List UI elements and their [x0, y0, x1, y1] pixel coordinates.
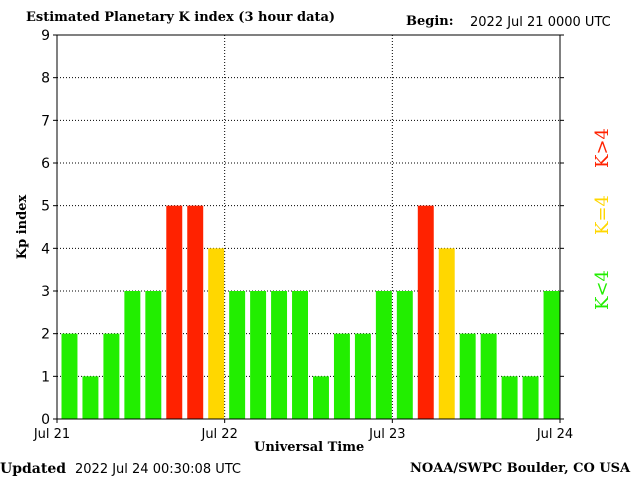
- kp-bar: [480, 333, 497, 419]
- updated-label: Updated: [0, 461, 67, 477]
- kp-bar: [187, 205, 204, 419]
- x-tick-label: Jul 22: [200, 427, 237, 442]
- credit-label: NOAA/SWPC Boulder, CO USA: [410, 461, 631, 476]
- chart-title: Estimated Planetary K index (3 hour data…: [26, 10, 336, 25]
- begin-label: Begin:: [406, 14, 454, 29]
- legend: K<4 K=4 K>4: [592, 128, 613, 310]
- x-tick-label: Jul 24: [536, 427, 573, 442]
- y-tick-label: 5: [41, 199, 50, 215]
- legend-item: K>4: [592, 128, 613, 168]
- kp-bar: [61, 333, 78, 419]
- kp-bar: [229, 291, 246, 419]
- kp-bar: [292, 291, 308, 419]
- begin-value: 2022 Jul 21 0000 UTC: [470, 15, 611, 30]
- kp-bar: [417, 205, 434, 419]
- y-axis-label: Kp index: [15, 195, 30, 260]
- kp-bar: [354, 333, 371, 419]
- y-tick-label: 1: [41, 369, 50, 385]
- y-tick-label: 6: [41, 156, 50, 172]
- bars: [61, 205, 560, 419]
- grid: [57, 35, 560, 419]
- legend-item: K<4: [592, 270, 613, 310]
- kp-bar: [208, 248, 225, 419]
- plot-frame: [56, 34, 561, 420]
- kp-bar: [250, 291, 267, 419]
- y-tick-label: 8: [41, 71, 50, 87]
- y-tick-label: 2: [41, 327, 50, 343]
- kp-bar: [103, 333, 120, 419]
- x-ticks: Jul 21 Jul 22 Jul 23 Jul 24: [33, 419, 573, 442]
- y-tick-label: 7: [41, 113, 50, 129]
- kp-bar: [166, 205, 183, 419]
- y-tick-label: 3: [41, 284, 50, 300]
- kp-bar: [396, 291, 413, 419]
- y-tick-label: 0: [41, 412, 50, 428]
- kp-bar: [438, 248, 455, 419]
- x-axis-label: Universal Time: [254, 440, 365, 455]
- updated-value: 2022 Jul 24 00:30:08 UTC: [75, 462, 241, 477]
- kp-bar: [145, 291, 162, 419]
- kp-bar: [82, 376, 99, 419]
- x-tick-label: Jul 21: [33, 427, 70, 442]
- x-tick-label: Jul 23: [368, 427, 405, 442]
- kp-bar: [271, 291, 288, 419]
- kp-bar: [543, 291, 560, 419]
- kp-bar: [313, 376, 329, 419]
- kp-bar: [333, 333, 350, 419]
- kp-bar: [522, 376, 539, 419]
- kp-bar: [501, 376, 518, 419]
- kp-bar: [459, 333, 476, 419]
- y-tick-label: 9: [41, 28, 50, 44]
- legend-item: K=4: [592, 195, 613, 235]
- y-ticks: 0 1 2 3 4 5 6 7 8 9: [41, 28, 564, 428]
- kp-bar: [375, 291, 392, 419]
- y-tick-label: 4: [41, 241, 50, 257]
- kp-bar: [124, 291, 141, 419]
